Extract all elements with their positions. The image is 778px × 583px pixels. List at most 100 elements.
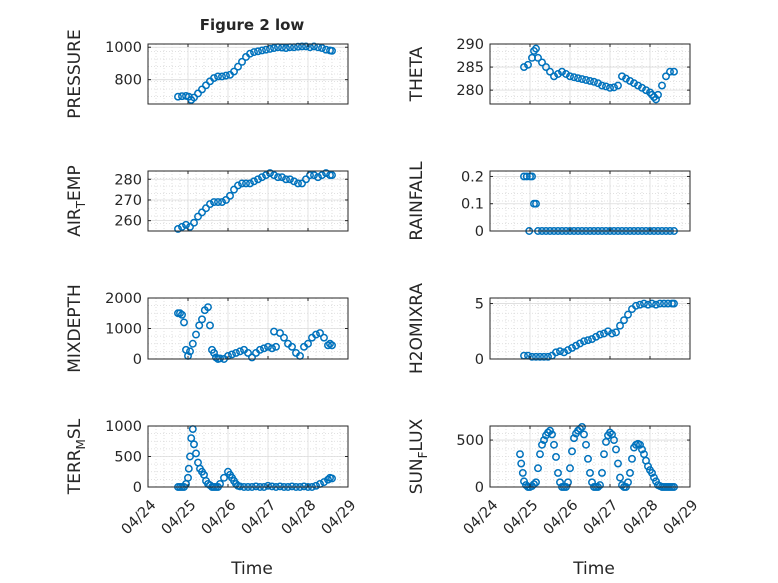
data-point xyxy=(324,475,332,484)
data-point xyxy=(580,430,588,439)
y-axis-label: RAINFALL xyxy=(407,161,427,241)
data-point xyxy=(524,60,532,69)
data-point xyxy=(180,318,188,327)
data-point xyxy=(214,198,222,206)
data-point xyxy=(638,445,646,454)
data-point xyxy=(218,198,226,206)
data-point xyxy=(528,172,536,181)
data-point xyxy=(198,315,206,324)
data-point xyxy=(236,347,244,356)
data-point xyxy=(564,346,572,355)
data-point xyxy=(260,344,268,353)
y-axis-label-subscript: F xyxy=(416,451,430,458)
data-point xyxy=(252,482,260,491)
data-point xyxy=(282,175,290,184)
data-point xyxy=(544,428,552,437)
y-tick-label: 270 xyxy=(114,193,142,209)
axes-box xyxy=(489,43,691,105)
data-point xyxy=(290,177,298,186)
data-point xyxy=(574,74,582,83)
data-point xyxy=(544,352,552,361)
data-point xyxy=(282,44,290,53)
data-point xyxy=(614,459,622,468)
data-point xyxy=(220,473,228,482)
data-point xyxy=(618,72,626,81)
y-axis-label-part: SL xyxy=(65,418,85,439)
data-point xyxy=(632,301,640,310)
data-point xyxy=(546,67,554,76)
data-point xyxy=(656,299,664,308)
data-point xyxy=(186,347,194,356)
y-tick-label: 285 xyxy=(456,60,484,76)
data-point xyxy=(328,474,336,483)
data-point xyxy=(276,482,284,491)
y-axis-label-subscript: M xyxy=(74,439,88,449)
y-axis-label-subscript: T xyxy=(74,200,88,209)
figure-title: Figure 2 low xyxy=(200,16,305,34)
data-point xyxy=(198,85,206,94)
data-point xyxy=(606,428,614,437)
data-point xyxy=(564,478,572,487)
data-point xyxy=(274,173,282,182)
y-tick-label: 280 xyxy=(456,83,484,99)
data-point xyxy=(178,310,186,319)
data-point xyxy=(254,175,262,184)
data-point xyxy=(600,329,608,338)
data-point xyxy=(184,473,192,482)
y-tick-label: 290 xyxy=(456,37,484,53)
data-point xyxy=(190,218,198,227)
data-point xyxy=(258,46,266,55)
y-axis-label: H2OMIXRA xyxy=(407,283,427,374)
data-point xyxy=(666,67,674,76)
data-point xyxy=(232,348,240,357)
data-point xyxy=(266,169,274,178)
data-point xyxy=(314,173,322,182)
data-point xyxy=(592,332,600,341)
data-point xyxy=(194,89,202,98)
data-point xyxy=(578,75,586,84)
data-point xyxy=(670,67,678,76)
data-point xyxy=(316,329,324,338)
data-point xyxy=(636,440,644,449)
data-point xyxy=(216,354,224,363)
data-point xyxy=(270,44,278,53)
data-point xyxy=(187,434,196,443)
y-axis-label-part: EMP xyxy=(65,165,85,201)
data-point xyxy=(262,171,270,180)
data-point xyxy=(582,76,590,84)
data-point xyxy=(584,336,592,345)
data-point xyxy=(194,212,202,221)
data-point xyxy=(652,300,660,309)
data-point xyxy=(534,53,542,62)
air-temp-axes: 260 270 280 AIRTEMP xyxy=(65,165,349,237)
data-point xyxy=(206,200,214,209)
data-point xyxy=(286,175,294,184)
data-point xyxy=(586,76,594,85)
data-point xyxy=(602,82,610,91)
data-point xyxy=(566,464,574,473)
y-axis-label-part: LUX xyxy=(407,418,427,451)
data-point xyxy=(248,353,256,362)
data-point xyxy=(228,350,236,359)
data-point xyxy=(262,45,270,54)
data-point xyxy=(318,171,326,180)
data-point xyxy=(614,81,622,90)
data-point xyxy=(195,321,204,330)
data-point xyxy=(254,47,262,56)
data-point xyxy=(568,447,576,456)
data-point xyxy=(588,335,596,343)
data-point xyxy=(250,177,258,186)
y-axis-label-part: AIR xyxy=(65,208,85,237)
data-point xyxy=(192,330,200,339)
data-point xyxy=(600,450,608,459)
data-point xyxy=(238,179,246,188)
data-point xyxy=(612,445,620,454)
data-point xyxy=(620,316,628,325)
y-tick-label: 0.2 xyxy=(461,169,484,185)
data-point xyxy=(210,74,218,83)
data-point xyxy=(272,342,280,351)
data-point xyxy=(218,72,226,81)
data-point xyxy=(580,337,588,346)
data-point xyxy=(222,196,230,204)
